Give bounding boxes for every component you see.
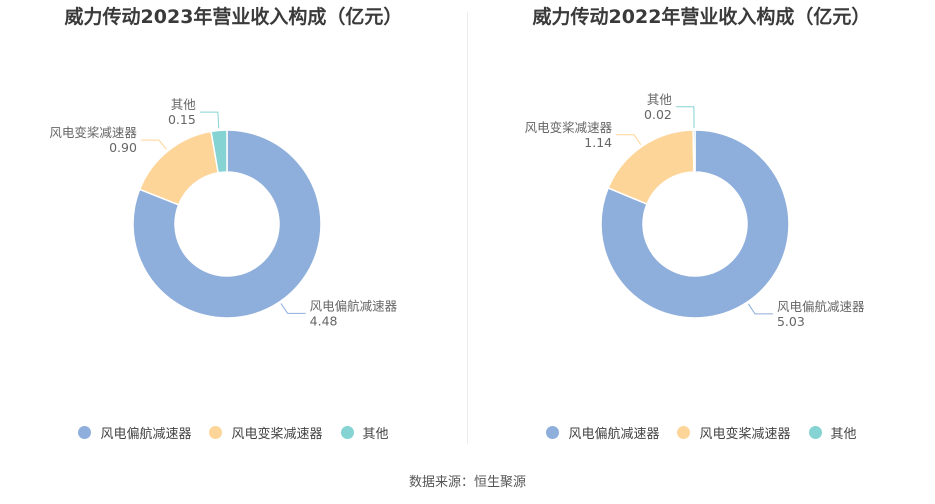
legend-item[interactable]: 风电变桨减速器 (677, 423, 791, 442)
slice-label: 风电变桨减速器 (49, 125, 137, 140)
leader-line (675, 106, 695, 129)
legend-label: 其他 (362, 427, 389, 442)
slice-value-label: 0.15 (168, 112, 196, 127)
slice-label: 其他 (171, 97, 197, 112)
leader-line (199, 111, 220, 129)
slice-value-label: 0.90 (109, 140, 137, 155)
pie-slice[interactable] (600, 129, 790, 319)
slice-label: 风电变桨减速器 (525, 120, 613, 135)
panel-divider (467, 12, 468, 444)
legend: 风电偏航减速器 风电变桨减速器 其他 (468, 423, 935, 442)
legend-label: 风电偏航减速器 (568, 427, 660, 442)
slice-value-label: 1.14 (584, 135, 612, 150)
leader-line (140, 139, 167, 150)
legend-dot-icon (677, 426, 691, 439)
legend-label: 其他 (830, 427, 857, 442)
legend-dot-icon (78, 426, 92, 439)
legend: 风电偏航减速器 风电变桨减速器 其他 (0, 423, 467, 442)
legend-dot-icon (808, 426, 822, 439)
legend-item[interactable]: 其他 (808, 423, 857, 442)
slice-label: 风电偏航减速器 (777, 299, 865, 314)
chart-title: 威力传动2023年营业收入构成（亿元） (64, 6, 403, 28)
legend-dot-icon (340, 426, 354, 439)
slice-label: 其他 (647, 92, 673, 107)
slice-value-label: 5.03 (777, 314, 805, 329)
legend-label: 风电变桨减速器 (231, 427, 323, 442)
leader-line (747, 303, 773, 315)
pie-slice[interactable] (607, 129, 695, 206)
pie-slice[interactable] (138, 130, 220, 206)
legend-item[interactable]: 风电变桨减速器 (209, 423, 323, 442)
chart-panel-2022: 威力传动2022年营业收入构成（亿元） 风电偏航减速器 5.03 风电变桨减速器 1.… (468, 0, 935, 455)
slice-label: 风电偏航减速器 (310, 298, 398, 313)
legend-item[interactable]: 风电偏航减速器 (78, 423, 191, 442)
pie-slice[interactable] (132, 129, 322, 319)
legend-item[interactable]: 其他 (340, 423, 389, 442)
pie-slice[interactable] (692, 129, 696, 173)
slice-value-label: 4.48 (310, 313, 338, 328)
legend-item[interactable]: 风电偏航减速器 (546, 423, 659, 442)
leader-line (280, 303, 306, 314)
chart-title: 威力传动2022年营业收入构成（亿元） (532, 6, 871, 28)
legend-label: 风电偏航减速器 (100, 427, 192, 442)
data-source: 数据来源：恒生聚源 (408, 475, 526, 490)
legend-label: 风电变桨减速器 (699, 427, 791, 442)
pie-slice[interactable] (210, 129, 228, 174)
legend-dot-icon (546, 426, 560, 439)
leader-line (616, 134, 642, 145)
chart-panel-2023: 威力传动2023年营业收入构成（亿元） 风电偏航减速器 4.48 风电变桨减速器 0.… (0, 0, 467, 455)
slice-value-label: 0.02 (644, 107, 672, 122)
legend-dot-icon (209, 426, 223, 439)
